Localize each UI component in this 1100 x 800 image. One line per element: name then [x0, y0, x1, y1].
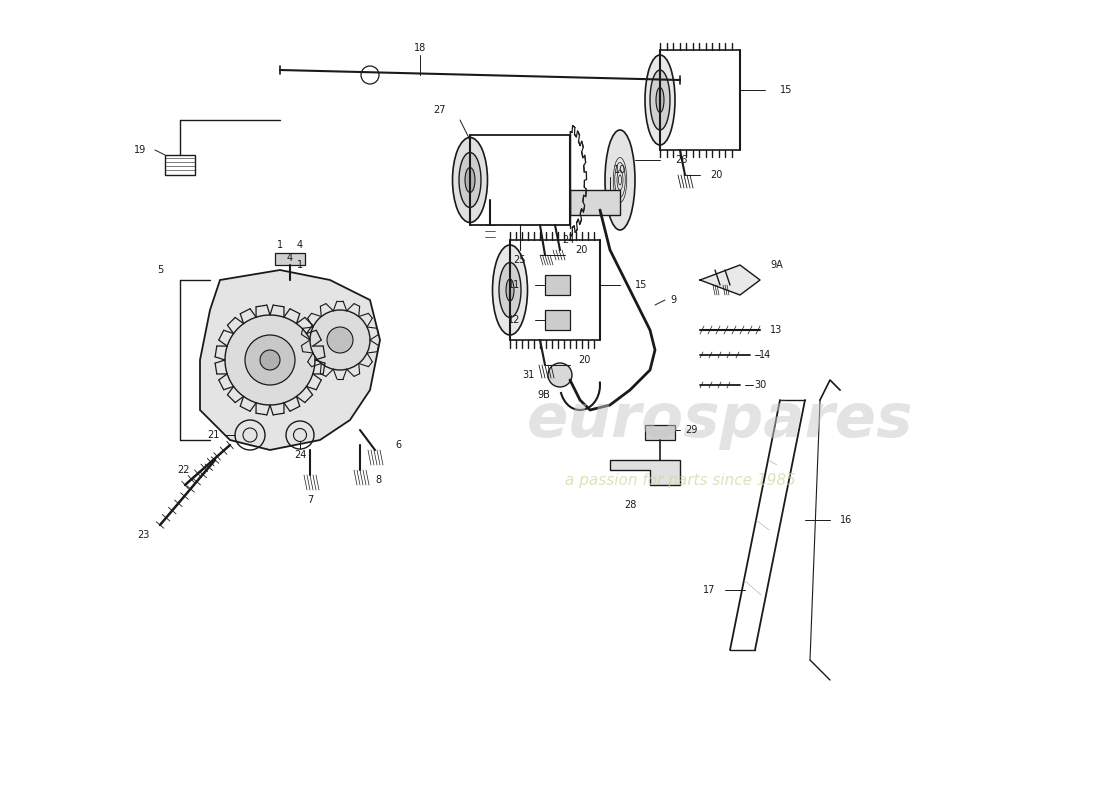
Ellipse shape	[452, 138, 487, 222]
Text: 9: 9	[670, 295, 676, 305]
Circle shape	[327, 327, 353, 353]
Bar	[544, 275, 570, 295]
Text: 18: 18	[414, 43, 426, 53]
Text: 29: 29	[685, 425, 697, 435]
Polygon shape	[700, 265, 760, 295]
Text: 14: 14	[759, 350, 771, 360]
Polygon shape	[200, 270, 380, 450]
Ellipse shape	[650, 70, 670, 130]
Text: a passion for parts since 1985: a passion for parts since 1985	[564, 473, 795, 487]
Ellipse shape	[506, 279, 514, 301]
Text: 4: 4	[287, 253, 293, 263]
Text: 27: 27	[433, 105, 447, 115]
Text: 19: 19	[134, 145, 146, 155]
Bar	[165, 155, 195, 175]
Text: 24: 24	[294, 450, 306, 460]
Ellipse shape	[493, 245, 528, 335]
Text: 28: 28	[624, 500, 636, 510]
Text: 16: 16	[840, 515, 852, 525]
Text: 24: 24	[562, 235, 574, 245]
Ellipse shape	[459, 153, 481, 207]
Text: 17: 17	[703, 585, 715, 595]
Polygon shape	[610, 460, 680, 485]
Bar	[275, 253, 305, 265]
Text: 13: 13	[770, 325, 782, 335]
Circle shape	[245, 335, 295, 385]
Ellipse shape	[465, 167, 475, 193]
Text: 6: 6	[395, 440, 402, 450]
Text: 22: 22	[177, 465, 190, 475]
Text: 10: 10	[614, 165, 626, 175]
Ellipse shape	[499, 262, 521, 318]
Text: 5: 5	[157, 265, 163, 275]
Bar	[645, 425, 675, 440]
Text: 15: 15	[780, 85, 792, 95]
Circle shape	[260, 350, 280, 370]
Text: 26: 26	[675, 155, 688, 165]
Text: 20: 20	[710, 170, 723, 180]
Bar	[570, 190, 620, 215]
Text: 25: 25	[514, 255, 526, 265]
Text: 12: 12	[507, 315, 520, 325]
Text: 23: 23	[138, 530, 150, 540]
Text: 31: 31	[522, 370, 535, 380]
Text: 1: 1	[297, 260, 304, 270]
Circle shape	[226, 315, 315, 405]
Text: 9A: 9A	[770, 260, 783, 270]
Circle shape	[548, 363, 572, 387]
Bar	[544, 310, 570, 330]
Text: eurospares: eurospares	[527, 390, 913, 450]
Ellipse shape	[605, 130, 635, 230]
Ellipse shape	[645, 55, 675, 145]
Text: 20: 20	[575, 245, 587, 255]
Text: 7: 7	[307, 495, 314, 505]
Text: 30: 30	[754, 380, 766, 390]
Text: 15: 15	[635, 280, 648, 290]
Text: 11: 11	[508, 280, 520, 290]
Text: 20: 20	[578, 355, 591, 365]
Circle shape	[310, 310, 370, 370]
Text: 4: 4	[297, 240, 304, 250]
Text: 1: 1	[277, 240, 283, 250]
Ellipse shape	[656, 87, 664, 113]
Text: 9B: 9B	[537, 390, 550, 400]
Text: 8: 8	[375, 475, 381, 485]
Text: 21: 21	[208, 430, 220, 440]
